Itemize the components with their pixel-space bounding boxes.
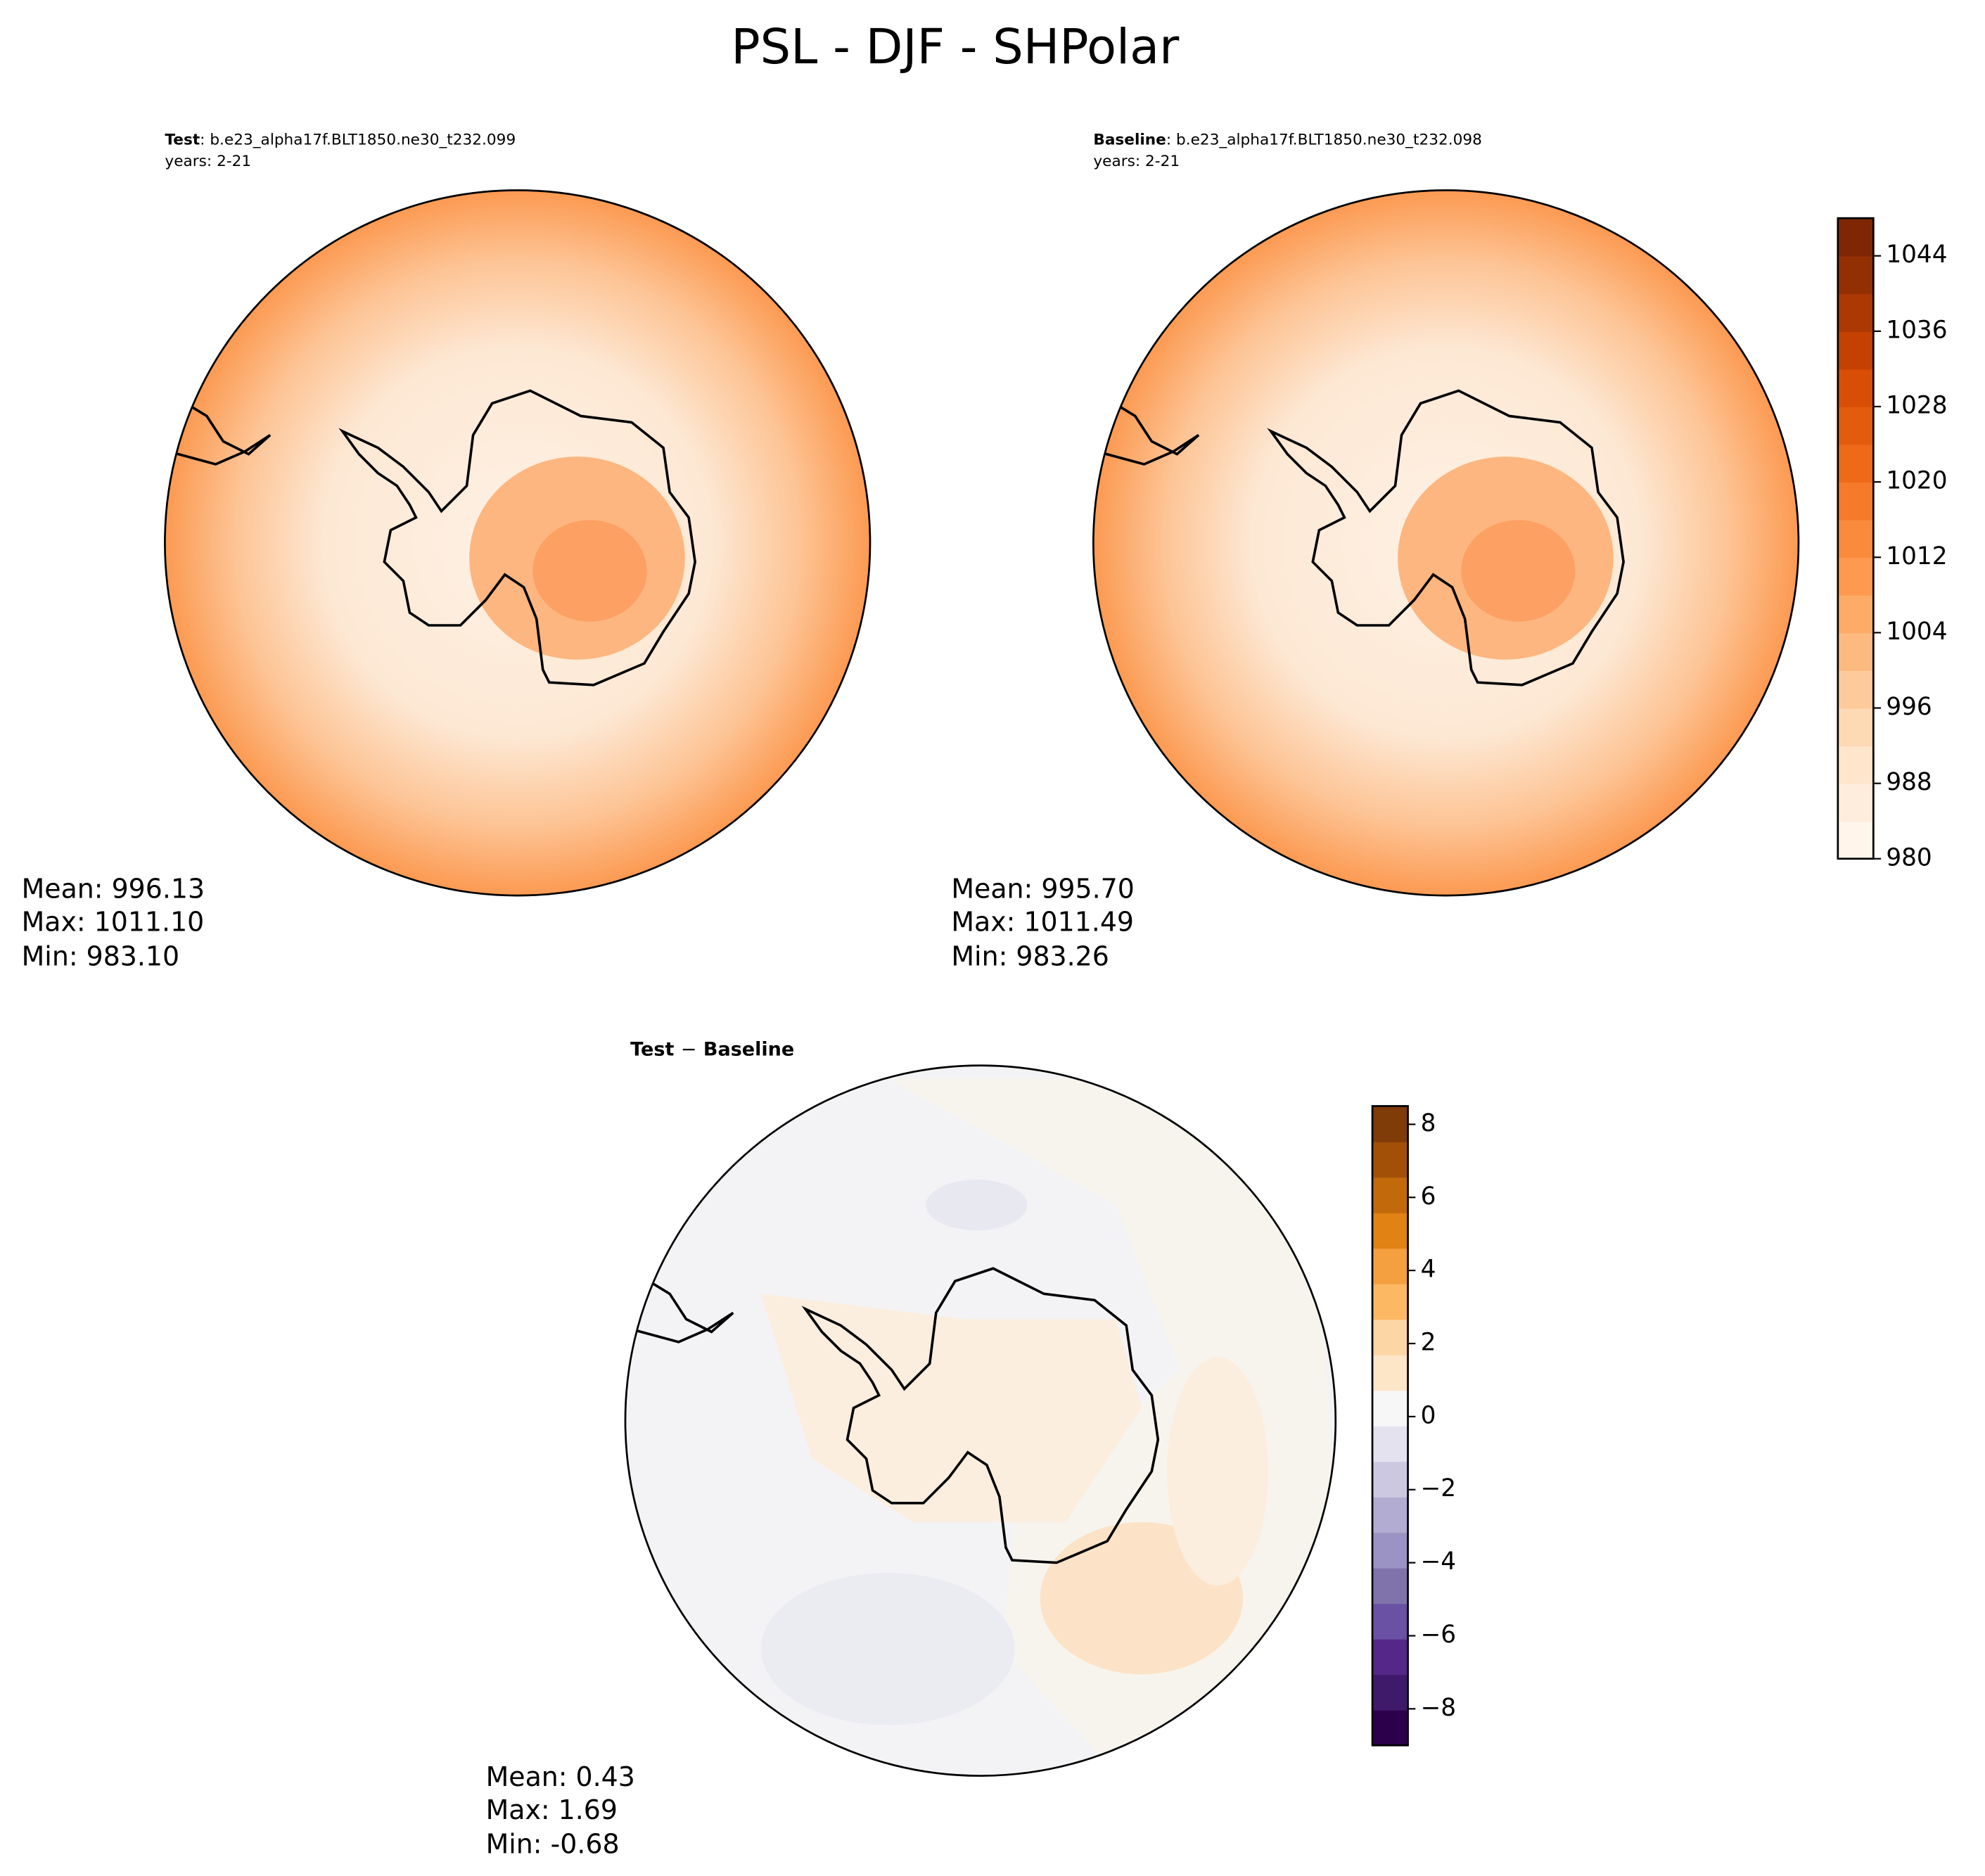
map [165, 190, 870, 896]
colorbar-band [1372, 1354, 1408, 1391]
title-part: Test [630, 1038, 674, 1060]
colorbar-band [1372, 1283, 1408, 1320]
map [625, 1065, 1336, 1776]
stat: Mean: 995.70 [951, 874, 1134, 905]
panel-years: years: 2-21 [1093, 153, 1180, 170]
colorbar-frame [1371, 1105, 1409, 1747]
colorbar-band [1372, 1709, 1408, 1747]
stat: Max: 1.69 [486, 1794, 618, 1825]
colorbar-band [1837, 444, 1874, 483]
stat: Min: 983.10 [22, 940, 179, 971]
colorbar-band [1837, 482, 1874, 521]
colorbar-band [1837, 821, 1874, 860]
colorbar-band [1837, 255, 1874, 295]
colorbar-tick-label: 8 [1421, 1109, 1436, 1137]
title-part: Baseline [703, 1038, 794, 1060]
colorbar-band [1372, 1425, 1408, 1462]
panel-name: Test [165, 132, 200, 149]
colorbar-band [1372, 1106, 1408, 1142]
colorbar-tick-label: −4 [1421, 1548, 1456, 1576]
colorbar-band [1837, 670, 1874, 709]
stat: Min: -0.68 [486, 1829, 620, 1860]
colorbar-band [1372, 1674, 1408, 1711]
colorbar-band [1837, 783, 1874, 822]
colorbar-band [1837, 746, 1874, 784]
colorbar-band [1837, 293, 1874, 332]
colorbar-tick-label: 1036 [1886, 316, 1947, 344]
difference-title: Test − Baseline [630, 1038, 794, 1060]
colorbar-tick-label: 1028 [1886, 391, 1947, 419]
colorbar-tick-label: 6 [1421, 1182, 1436, 1211]
colorbar-tick-label: 4 [1421, 1256, 1436, 1284]
colorbar-band [1837, 594, 1874, 634]
colorbar-band [1372, 1532, 1408, 1569]
stat: Min: 983.26 [951, 940, 1109, 971]
panel-subtitle: Test: b.e23_alpha17f.BLT1850.ne30_t232.0… [165, 132, 516, 149]
colorbar-band [1837, 369, 1874, 407]
colorbar-band [1372, 1390, 1408, 1427]
colorbar-tick-label: 980 [1886, 843, 1932, 872]
colorbar-band [1372, 1319, 1408, 1355]
colorbar-band [1372, 1567, 1408, 1604]
map [1093, 190, 1799, 896]
stat: Max: 1011.10 [22, 907, 205, 938]
stat: Max: 1011.49 [951, 907, 1134, 938]
panel-years: years: 2-21 [165, 153, 251, 170]
colorbar-frame [1837, 217, 1875, 860]
colorbar-band [1372, 1461, 1408, 1498]
colorbar-tick-label: −6 [1421, 1621, 1456, 1649]
stat: Mean: 0.43 [486, 1761, 635, 1792]
colorbar-tick-label: 1044 [1886, 241, 1947, 269]
panel-name: Baseline [1093, 132, 1166, 149]
figure-title: PSL - DJF - SHPolar [731, 19, 1180, 75]
colorbar-band [1837, 519, 1874, 559]
colorbar-band [1837, 557, 1874, 596]
title-part: − [681, 1038, 697, 1060]
colorbar-tick-label: 1020 [1886, 467, 1947, 495]
colorbar-band [1837, 218, 1874, 257]
colorbar-band [1837, 632, 1874, 671]
colorbar-tick-label: −8 [1421, 1694, 1456, 1722]
panel-case: : b.e23_alpha17f.BLT1850.ne30_t232.099 [200, 132, 516, 149]
colorbar-tick-label: 0 [1421, 1401, 1436, 1429]
colorbar-band [1837, 708, 1874, 746]
colorbar-tick-label: 1004 [1886, 618, 1947, 646]
colorbar-tick-label: 988 [1886, 768, 1932, 796]
stat: Mean: 996.13 [22, 874, 205, 905]
colorbar-band [1372, 1141, 1408, 1178]
colorbar-tick-label: 2 [1421, 1328, 1436, 1356]
colorbar-band [1837, 331, 1874, 370]
colorbar-band [1372, 1212, 1408, 1249]
colorbar-band [1372, 1496, 1408, 1533]
colorbar-band [1372, 1177, 1408, 1213]
colorbar-band [1372, 1603, 1408, 1640]
colorbar-band [1837, 406, 1874, 445]
colorbar-tick-label: 996 [1886, 693, 1932, 721]
colorbar-tick-label: −2 [1421, 1474, 1456, 1502]
colorbar-band [1372, 1638, 1408, 1676]
colorbar-tick-label: 1012 [1886, 542, 1947, 570]
colorbar-band [1372, 1248, 1408, 1284]
panel-subtitle: Baseline: b.e23_alpha17f.BLT1850.ne30_t2… [1093, 132, 1482, 149]
panel-case: : b.e23_alpha17f.BLT1850.ne30_t232.098 [1166, 132, 1482, 149]
